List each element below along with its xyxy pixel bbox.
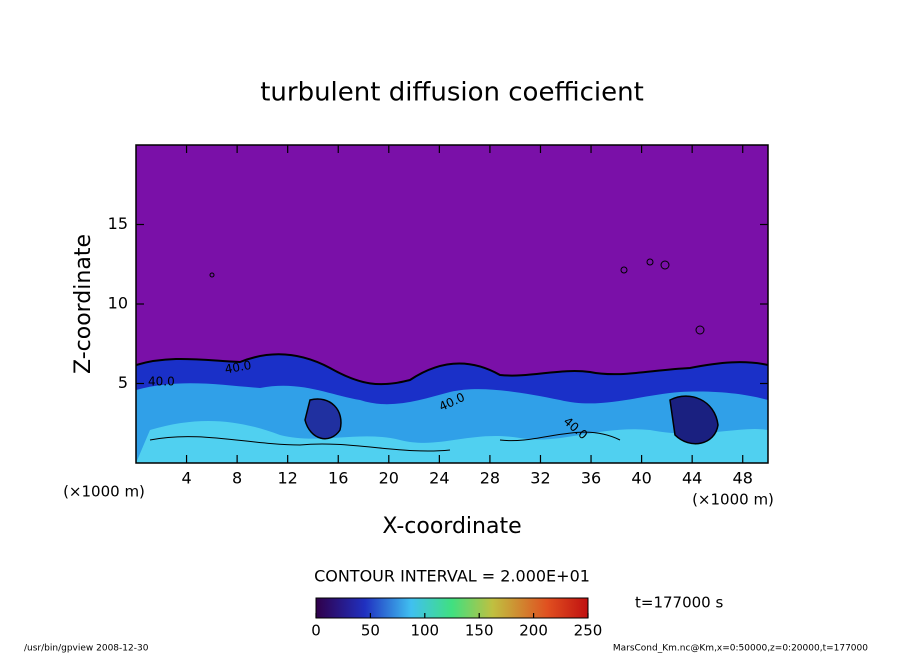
x-tick-label: 4 bbox=[181, 469, 191, 488]
x-tick-label: 28 bbox=[480, 469, 500, 488]
chart-title: turbulent diffusion coefficient bbox=[260, 78, 644, 108]
time-label: t=177000 s bbox=[635, 594, 723, 612]
y-tick-label: 15 bbox=[108, 214, 128, 233]
contour-interval: CONTOUR INTERVAL = 2.000E+01 bbox=[314, 567, 590, 586]
colorbar-tick-label: 0 bbox=[311, 622, 321, 640]
contour-field bbox=[136, 145, 768, 463]
y-axis-label: Z-coordinate bbox=[71, 234, 96, 374]
x-tick-label: 36 bbox=[581, 469, 601, 488]
footer-right: MarsCond_Km.nc@Km,x=0:50000,z=0:20000,t=… bbox=[613, 644, 868, 654]
colorbar-tick-label: 50 bbox=[361, 622, 380, 640]
x-tick-label: 32 bbox=[530, 469, 550, 488]
x-tick-label: 40 bbox=[631, 469, 651, 488]
x-axis-label: X-coordinate bbox=[382, 514, 521, 539]
x-tick-label: 8 bbox=[232, 469, 242, 488]
colorbar-tick-label: 100 bbox=[410, 622, 439, 640]
x-unit-label: (×1000 m) bbox=[692, 491, 774, 509]
y-tick-label: 5 bbox=[118, 373, 128, 392]
colorbar-tick-label: 150 bbox=[465, 622, 494, 640]
colorbar bbox=[315, 597, 589, 619]
y-tick-label: 10 bbox=[108, 294, 128, 313]
x-tick-label: 48 bbox=[733, 469, 753, 488]
x-tick-label: 24 bbox=[429, 469, 449, 488]
colorbar-tick-label: 250 bbox=[574, 622, 603, 640]
footer-left: /usr/bin/gpview 2008-12-30 bbox=[24, 644, 149, 654]
contour-label: 40.0 bbox=[148, 375, 175, 389]
x-unit-label: (×1000 m) bbox=[63, 483, 145, 501]
x-tick-label: 44 bbox=[682, 469, 702, 488]
x-tick-label: 16 bbox=[328, 469, 348, 488]
contour-label: 40.0 bbox=[224, 358, 253, 376]
x-tick-label: 20 bbox=[379, 469, 399, 488]
colorbar-tick-label: 200 bbox=[519, 622, 548, 640]
x-tick-label: 12 bbox=[278, 469, 298, 488]
